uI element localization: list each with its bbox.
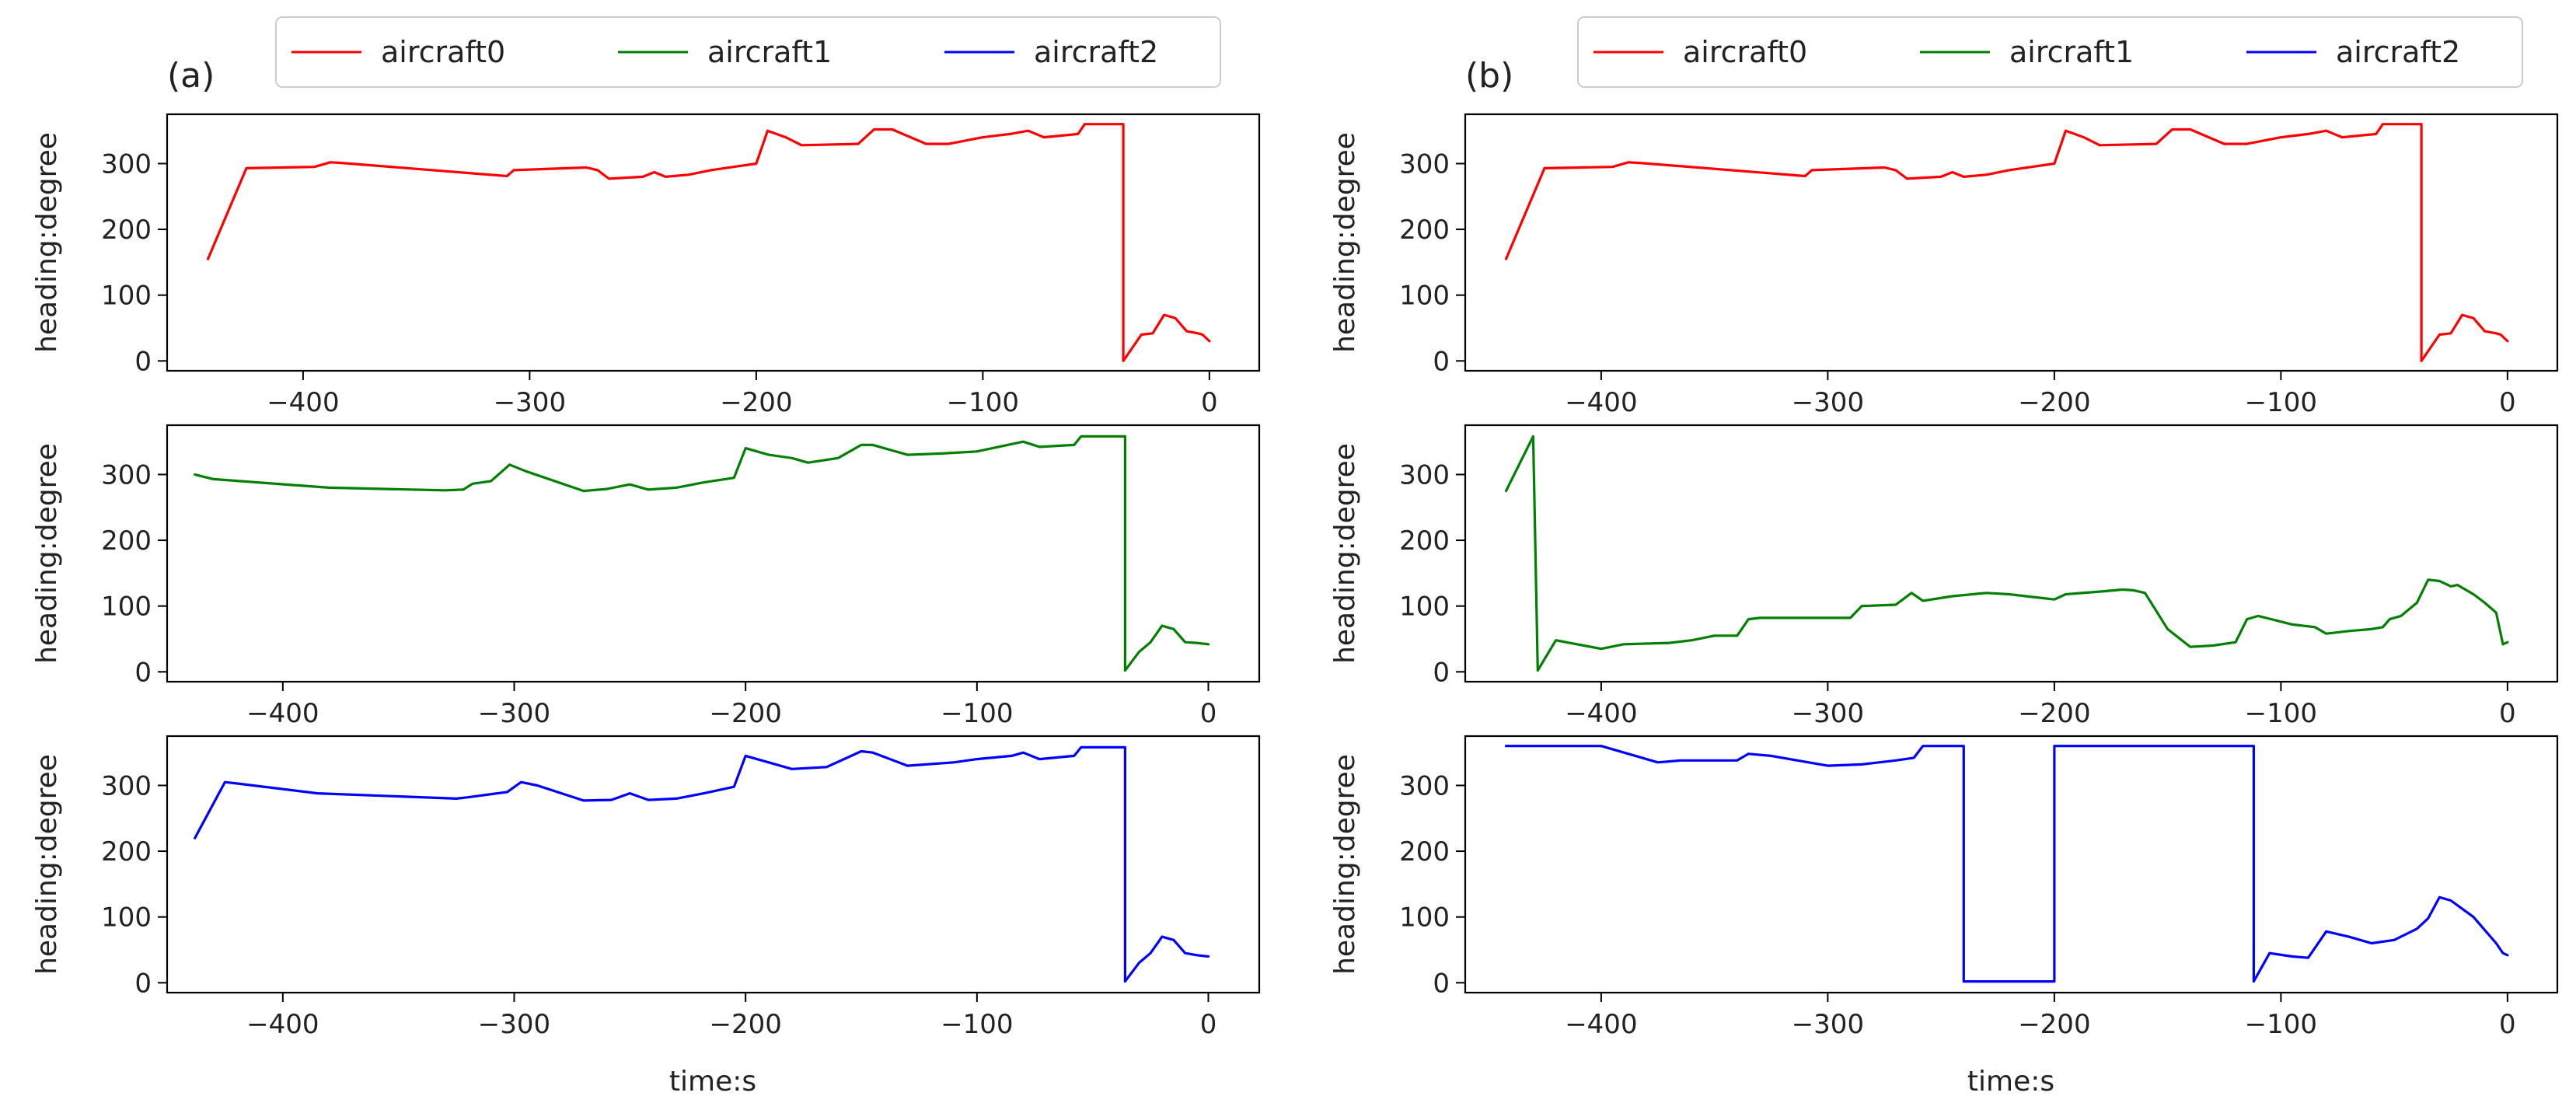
x-tick-label: −300: [478, 698, 550, 729]
x-tick-label: −100: [2245, 698, 2317, 729]
axes-frame: [166, 113, 1261, 372]
y-tick-label: 200: [1399, 836, 1450, 867]
subplot-b-aircraft2: 0 100 200 300 −400 −300 −200 −100 0 heading:degre…: [1329, 735, 2559, 1040]
x-tick-label: −200: [2018, 387, 2090, 418]
x-tick-label: −400: [1565, 698, 1637, 729]
y-tick-label: 100: [101, 902, 152, 934]
x-tick-label: −200: [720, 387, 792, 418]
y-axis-label: heading:degree: [31, 132, 63, 353]
y-tick-label: 100: [1399, 281, 1450, 312]
series-line-aircraft1: [1504, 435, 2509, 672]
legend-frame: [1577, 16, 2523, 88]
y-tick-label: 300: [101, 148, 152, 180]
subplot-b-aircraft0: 0 100 200 300 −400 −300 −200 −100 0 heading:degre…: [1329, 113, 2559, 418]
x-tick-label: −400: [1565, 1009, 1637, 1040]
x-tick-label: −200: [2018, 1009, 2090, 1040]
y-tick-label: 200: [1399, 215, 1450, 246]
axes-frame: [166, 735, 1261, 994]
series-line-aircraft0: [1504, 123, 2509, 362]
x-axis-label: time:s: [669, 1066, 756, 1098]
x-tick-label: −100: [941, 1009, 1013, 1040]
y-tick-label: 0: [134, 657, 152, 688]
x-tick-label: 0: [2499, 387, 2516, 418]
x-tick-label: 0: [1200, 698, 1217, 729]
subplot-a-aircraft0: 0 100 200 300 −400 −300 −200 −100 0 heading:degre…: [31, 113, 1261, 418]
x-tick-label: −400: [246, 698, 319, 729]
x-tick-label: −300: [1792, 1009, 1864, 1040]
y-tick-label: 100: [101, 592, 152, 623]
panel-label: (b): [1465, 56, 1513, 96]
x-tick-label: −200: [2018, 698, 2090, 729]
y-tick-label: 0: [1433, 968, 1450, 999]
series-line-aircraft2: [194, 745, 1210, 983]
x-tick-label: −300: [494, 387, 566, 418]
axes-frame: [1464, 735, 2559, 994]
x-tick-label: −300: [1792, 698, 1864, 729]
x-tick-label: −300: [478, 1009, 550, 1040]
y-tick-label: 0: [1433, 657, 1450, 688]
x-axis-label: time:s: [1967, 1066, 2054, 1098]
y-tick-label: 0: [134, 968, 152, 999]
x-tick-label: −200: [709, 698, 781, 729]
panel-label: (a): [167, 56, 215, 96]
y-tick-label: 0: [1433, 346, 1450, 377]
axes-frame: [1464, 113, 2559, 372]
x-tick-label: −400: [246, 1009, 319, 1040]
legend-label-aircraft0: aircraft0: [381, 35, 505, 69]
x-tick-label: 0: [1200, 1009, 1217, 1040]
subplot-b-aircraft1: 0 100 200 300 −400 −300 −200 −100 0 heading:degre…: [1329, 424, 2559, 729]
x-tick-label: −400: [1565, 387, 1637, 418]
y-axis-label: heading:degree: [31, 754, 63, 975]
y-tick-label: 100: [1399, 592, 1450, 623]
x-tick-label: −100: [941, 698, 1013, 729]
x-tick-label: −100: [947, 387, 1019, 418]
y-tick-label: 100: [1399, 902, 1450, 934]
legend: aircraft0 aircraft1 aircraft2: [275, 16, 1221, 88]
panel-b: (b) aircraft0 aircraft1 aircraft2 0 100 200 300…: [1329, 16, 2559, 1098]
series-line-aircraft1: [194, 435, 1210, 672]
y-tick-label: 200: [1399, 525, 1450, 557]
y-tick-label: 300: [1399, 770, 1450, 801]
y-tick-label: 200: [101, 215, 152, 246]
y-axis-label: heading:degree: [1329, 132, 1361, 353]
legend-label-aircraft1: aircraft1: [2009, 35, 2134, 69]
legend-label-aircraft2: aircraft2: [1034, 35, 1158, 69]
legend-label-aircraft2: aircraft2: [2336, 35, 2460, 69]
subplot-a-aircraft1: 0 100 200 300 −400 −300 −200 −100 0 heading:degre…: [31, 424, 1261, 729]
x-tick-label: −200: [709, 1009, 781, 1040]
series-line-aircraft2: [1504, 745, 2509, 983]
x-tick-label: −100: [2245, 387, 2317, 418]
y-axis-label: heading:degree: [31, 443, 63, 664]
y-tick-label: 200: [101, 525, 152, 557]
legend: aircraft0 aircraft1 aircraft2: [1577, 16, 2523, 88]
axes-frame: [1464, 424, 2559, 683]
y-tick-label: 100: [101, 281, 152, 312]
y-axis-label: heading:degree: [1329, 443, 1361, 664]
y-tick-label: 300: [101, 459, 152, 490]
y-tick-label: 300: [101, 770, 152, 801]
legend-frame: [275, 16, 1221, 88]
x-tick-label: −300: [1792, 387, 1864, 418]
y-tick-label: 200: [101, 836, 152, 867]
x-tick-label: 0: [2499, 1009, 2516, 1040]
y-axis-label: heading:degree: [1329, 754, 1361, 975]
legend-label-aircraft0: aircraft0: [1683, 35, 1807, 69]
axes-frame: [166, 424, 1261, 683]
y-tick-label: 300: [1399, 148, 1450, 180]
y-tick-label: 300: [1399, 459, 1450, 490]
legend-label-aircraft1: aircraft1: [707, 35, 832, 69]
x-tick-label: −100: [2245, 1009, 2317, 1040]
subplot-a-aircraft2: 0 100 200 300 −400 −300 −200 −100 0 heading:degre…: [31, 735, 1261, 1040]
series-line-aircraft0: [206, 123, 1211, 362]
y-tick-label: 0: [134, 346, 152, 377]
x-tick-label: 0: [2499, 698, 2516, 729]
x-tick-label: −400: [267, 387, 339, 418]
panel-a: (a) aircraft0 aircraft1 aircraft2 0 100 200 300…: [31, 16, 1261, 1098]
x-tick-label: 0: [1201, 387, 1218, 418]
